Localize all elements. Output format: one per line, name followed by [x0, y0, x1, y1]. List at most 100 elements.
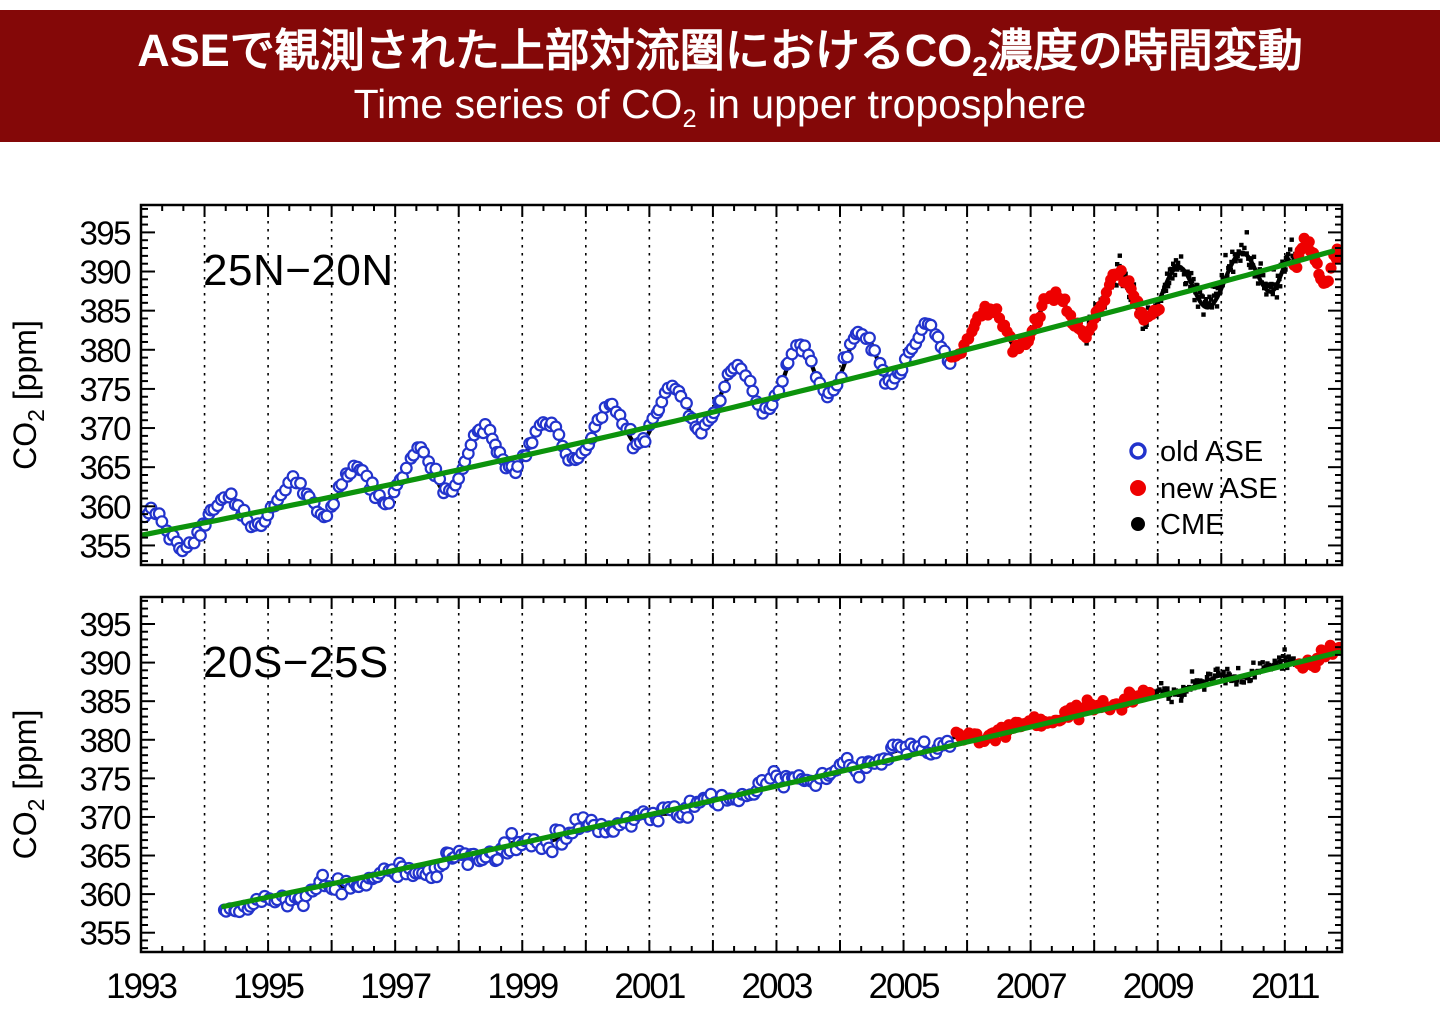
- x-tick-label: 1999: [487, 967, 557, 1006]
- data-point-open-circle: [917, 735, 931, 749]
- data-point-dot: [1197, 681, 1202, 686]
- data-point-filled-circle: [1322, 275, 1334, 287]
- data-point-dot: [1257, 661, 1263, 666]
- title-english-text-tail: in upper troposphere: [696, 80, 1087, 127]
- data-point-open-circle: [868, 344, 881, 357]
- data-point-open-circle: [511, 460, 524, 473]
- data-point-dot: [1215, 666, 1220, 671]
- data-point-dot: [1159, 293, 1164, 298]
- region-label: 25N−20N: [203, 246, 394, 295]
- data-point-open-circle: [335, 478, 349, 491]
- data-point-dot: [1208, 672, 1213, 677]
- data-point-dot: [1175, 260, 1181, 266]
- data-point-dot: [1269, 281, 1274, 287]
- data-point-dot: [1166, 696, 1171, 701]
- data-point-dot: [1164, 271, 1170, 276]
- data-point-dot: [1242, 245, 1247, 251]
- data-point-dot: [1213, 291, 1219, 296]
- y-tick-label: 370: [79, 410, 131, 447]
- data-point-open-circle: [452, 472, 466, 486]
- series-old-ase: [141, 317, 957, 558]
- data-point-dot: [1280, 259, 1285, 264]
- data-point-open-circle: [417, 445, 431, 459]
- x-tick-label: 2009: [1123, 967, 1193, 1006]
- data-point-dot: [1272, 282, 1278, 287]
- data-point-dot: [1249, 256, 1254, 261]
- trend-line: [221, 649, 1342, 910]
- data-point-dot: [1235, 253, 1240, 259]
- legend-marker-filled-dot: [1131, 517, 1145, 531]
- data-point-dot: [1199, 679, 1205, 684]
- data-point-dot: [1262, 285, 1267, 291]
- data-point-dot: [1221, 276, 1227, 281]
- data-point-dot: [1188, 285, 1193, 290]
- title-japanese-text: ASEで観測された上部対流圏におけるCO: [137, 25, 973, 77]
- data-point-dot: [1256, 273, 1261, 279]
- data-point-dot: [1234, 678, 1240, 683]
- data-point-dot: [1223, 681, 1228, 686]
- data-point-filled-circle: [1059, 293, 1071, 305]
- data-point-dot: [1272, 658, 1277, 663]
- data-point-dot: [1214, 304, 1220, 309]
- data-point-filled-circle: [1311, 257, 1323, 270]
- title-japanese: ASEで観測された上部対流圏におけるCO2濃度の時間変動: [137, 23, 1303, 83]
- data-point-dot: [1270, 291, 1275, 297]
- data-point-dot: [1173, 258, 1179, 263]
- y-axis-title: CO2 [ppm]: [7, 320, 49, 470]
- data-point-dot: [1225, 274, 1230, 279]
- data-point-dot: [1178, 698, 1184, 703]
- y-tick-label: 390: [79, 254, 131, 291]
- data-point-dot: [1192, 297, 1197, 303]
- y-tick-label: 360: [79, 876, 131, 913]
- data-point-dot: [1163, 288, 1169, 293]
- data-point-dot: [1172, 264, 1177, 269]
- y-tick-label: 380: [79, 332, 131, 369]
- data-point-dot: [1166, 280, 1172, 286]
- data-point-dot: [1231, 269, 1236, 274]
- data-point-dot: [1195, 304, 1201, 309]
- legend-marker-open-circle: [1129, 442, 1147, 460]
- data-point-dot: [1185, 269, 1190, 274]
- data-point-open-circle: [399, 461, 413, 475]
- data-point-open-circle: [852, 770, 866, 784]
- data-point-dot: [1191, 276, 1196, 282]
- data-point-dot: [1190, 679, 1195, 684]
- data-point-dot: [1233, 259, 1238, 264]
- data-point-dot: [1282, 647, 1287, 652]
- data-point-open-circle: [595, 411, 609, 424]
- y-tick-label: 375: [79, 760, 130, 797]
- data-point-dot: [1236, 665, 1241, 671]
- data-point-dot: [1264, 292, 1269, 297]
- data-point-open-circle: [863, 331, 876, 345]
- data-point-dot: [1223, 252, 1228, 258]
- data-point-dot: [1218, 289, 1223, 295]
- plot-area: [203, 597, 1342, 952]
- title-english-text: Time series of CO: [353, 80, 683, 127]
- data-point-dot: [1217, 285, 1222, 290]
- x-tick-label: 2011: [1251, 967, 1319, 1006]
- data-point-dot: [1115, 262, 1120, 267]
- data-point-open-circle: [525, 436, 539, 450]
- axis-ticks: [140, 597, 1342, 952]
- data-point-open-circle: [294, 476, 307, 490]
- data-point-open-circle: [491, 853, 504, 867]
- data-point-dot: [1180, 267, 1185, 272]
- data-point-open-circle: [430, 870, 444, 884]
- title-japanese-subscript: 2: [972, 51, 988, 83]
- y-tick-label: 365: [79, 838, 130, 875]
- data-point-open-circle: [382, 496, 396, 510]
- data-point-dot: [1261, 273, 1266, 278]
- data-point-dot: [1234, 256, 1239, 261]
- y-tick-label: 370: [79, 799, 131, 836]
- data-point-dot: [1178, 254, 1184, 259]
- data-point-dot: [1225, 666, 1230, 672]
- data-point-dot: [1207, 294, 1212, 299]
- data-point-dot: [1206, 301, 1212, 306]
- y-tick-label: 355: [79, 915, 130, 952]
- data-point-dot: [1251, 660, 1256, 665]
- data-point-filled-circle: [1303, 236, 1315, 248]
- data-point-dot: [1259, 280, 1264, 285]
- data-point-dot: [1241, 680, 1246, 685]
- data-point-dot: [1255, 281, 1261, 286]
